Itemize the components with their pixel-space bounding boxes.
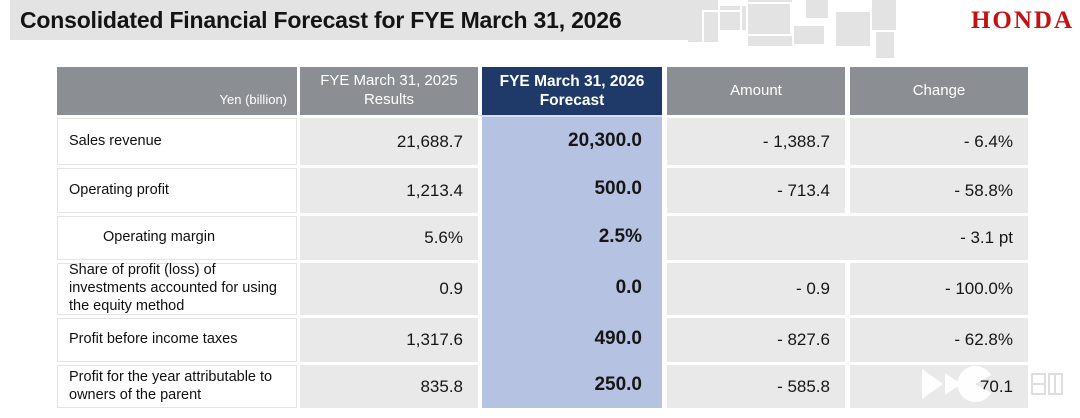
results-value: 5.6% [297,213,478,260]
header-cell-change: Change [845,67,1028,115]
deco-square [836,12,870,46]
results-value: 21,688.7 [297,115,478,165]
header-forecast-label: FYE March 31, 2026 Forecast [499,72,645,109]
forecast-table: Yen (billion) FYE March 31, 2025 Results … [57,67,1028,408]
watermark-glyphs [1031,373,1063,395]
forecast-value: 490.0 [478,315,662,362]
header-cell-amount: Amount [662,67,845,115]
deco-square [748,0,792,46]
deco-square-outline [702,10,742,50]
amount-value: - 713.4 [662,165,845,213]
header-cell-results: FYE March 31, 2025 Results [297,67,478,115]
honda-logo: HONDA [970,7,1074,34]
results-value: 1,213.4 [297,165,478,213]
forecast-value: 250.0 [478,362,662,408]
change-value: 70.1 [845,362,1028,408]
row-label: Operating margin [57,213,297,260]
row-label: Profit for the year attributable to owne… [57,362,297,408]
deco-square [794,26,824,44]
header-cell-forecast: FYE March 31, 2026 Forecast [478,67,662,115]
change-value: - 62.8% [845,315,1028,362]
forecast-value: 2.5% [478,213,662,260]
deco-squares [680,0,920,60]
page-title: Consolidated Financial Forecast for FYE … [20,6,622,33]
header-results-label: FYE March 31, 2025 Results [320,72,458,108]
amount-value: - 1,388.7 [662,115,845,165]
deco-square-outline [740,2,792,36]
amount-value: - 585.8 [662,362,845,408]
amount-change-merged: - 3.1 pt [662,213,1028,260]
results-value: 1,317.6 [297,315,478,362]
change-value: - 100.0% [845,260,1028,315]
deco-square [806,0,828,18]
row-label: Share of profit (loss) of investments ac… [57,260,297,315]
change-value: - 6.4% [845,115,1028,165]
forecast-value: 20,300.0 [478,115,662,165]
forecast-value: 0.0 [478,260,662,315]
header-cell-unit: Yen (billion) [57,67,297,115]
results-value: 835.8 [297,362,478,408]
amount-value: - 827.6 [662,315,845,362]
row-label: Operating profit [57,165,297,213]
deco-square [872,0,896,30]
row-label: Profit before income taxes [57,315,297,362]
amount-value: - 0.9 [662,260,845,315]
change-value: - 58.8% [845,165,1028,213]
row-label: Sales revenue [57,115,297,165]
forecast-value: 500.0 [478,165,662,213]
title-bar: Consolidated Financial Forecast for FYE … [10,0,707,40]
results-value: 0.9 [297,260,478,315]
deco-square [876,32,894,58]
